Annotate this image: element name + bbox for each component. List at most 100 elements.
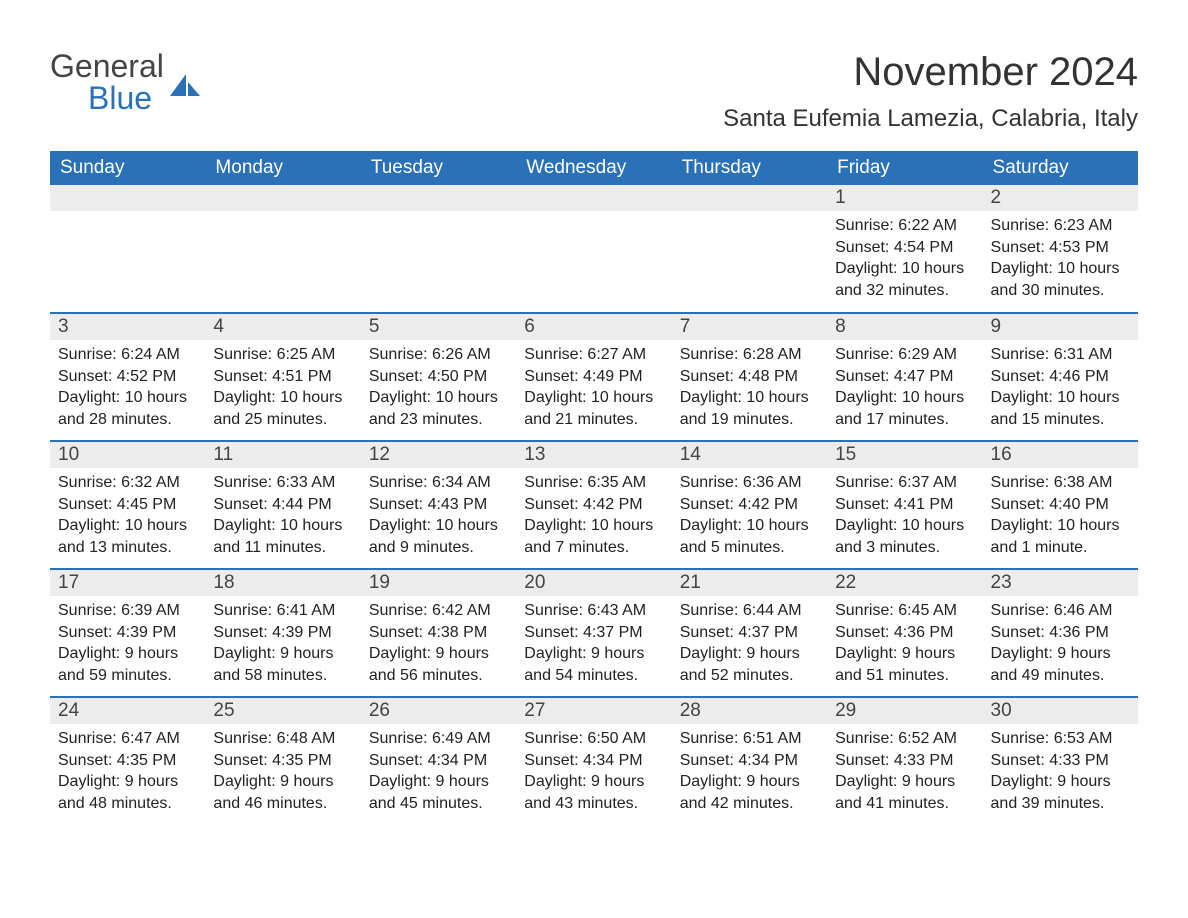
day-number: 12 [361,442,516,468]
sunrise-value: 6:28 AM [743,346,802,363]
sunrise-label: Sunrise: [524,346,583,363]
day-number: 18 [205,570,360,596]
daylight-label: Daylight: [58,645,120,662]
sunset-value: 4:40 PM [1049,496,1109,513]
daylight-label: Daylight: [369,517,431,534]
logo-sail-icon [170,74,200,96]
daylight-label: Daylight: [835,389,897,406]
sunrise-value: 6:26 AM [432,346,491,363]
day-details: Sunrise: 6:38 AMSunset: 4:40 PMDaylight:… [983,468,1138,566]
header: General Blue November 2024 Santa Eufemia… [50,50,1138,145]
daylight-label: Daylight: [58,773,120,790]
daylight-label: Daylight: [680,645,742,662]
sunset-value: 4:44 PM [272,496,332,513]
daylight-label: Daylight: [835,773,897,790]
sunset-label: Sunset: [58,624,112,641]
daylight-label: Daylight: [213,773,275,790]
day-number: 15 [827,442,982,468]
calendar-day-cell: 30Sunrise: 6:53 AMSunset: 4:33 PMDayligh… [983,697,1138,825]
sunset-label: Sunset: [369,624,423,641]
calendar-day-cell: 10Sunrise: 6:32 AMSunset: 4:45 PMDayligh… [50,441,205,569]
sunset-label: Sunset: [369,752,423,769]
calendar-empty-cell [205,185,360,313]
calendar-empty-cell [50,185,205,313]
day-number: 29 [827,698,982,724]
sunset-label: Sunset: [524,496,578,513]
sunset-value: 4:38 PM [428,624,488,641]
day-number: 14 [672,442,827,468]
day-details: Sunrise: 6:51 AMSunset: 4:34 PMDaylight:… [672,724,827,822]
sunset-value: 4:34 PM [428,752,488,769]
day-details: Sunrise: 6:33 AMSunset: 4:44 PMDaylight:… [205,468,360,566]
day-number: 7 [672,314,827,340]
calendar-day-cell: 7Sunrise: 6:28 AMSunset: 4:48 PMDaylight… [672,313,827,441]
calendar-body: 1Sunrise: 6:22 AMSunset: 4:54 PMDaylight… [50,185,1138,825]
day-details: Sunrise: 6:29 AMSunset: 4:47 PMDaylight:… [827,340,982,438]
sunset-value: 4:35 PM [272,752,332,769]
weekday-header: Monday [205,151,360,185]
sunset-label: Sunset: [991,368,1045,385]
sunset-label: Sunset: [680,496,734,513]
sunrise-label: Sunrise: [369,730,428,747]
sunset-label: Sunset: [835,368,889,385]
sunrise-value: 6:50 AM [587,730,646,747]
sunrise-value: 6:25 AM [277,346,336,363]
sunrise-value: 6:46 AM [1054,602,1113,619]
day-number: 1 [827,185,982,211]
day-details: Sunrise: 6:52 AMSunset: 4:33 PMDaylight:… [827,724,982,822]
sunset-label: Sunset: [213,624,267,641]
day-details: Sunrise: 6:28 AMSunset: 4:48 PMDaylight:… [672,340,827,438]
sunset-label: Sunset: [680,624,734,641]
sunset-value: 4:36 PM [1049,624,1109,641]
calendar-week-row: 1Sunrise: 6:22 AMSunset: 4:54 PMDaylight… [50,185,1138,313]
day-number: 2 [983,185,1138,211]
sunrise-value: 6:48 AM [277,730,336,747]
day-details: Sunrise: 6:48 AMSunset: 4:35 PMDaylight:… [205,724,360,822]
calendar-day-cell: 4Sunrise: 6:25 AMSunset: 4:51 PMDaylight… [205,313,360,441]
day-number: 10 [50,442,205,468]
day-details: Sunrise: 6:36 AMSunset: 4:42 PMDaylight:… [672,468,827,566]
location-subtitle: Santa Eufemia Lamezia, Calabria, Italy [723,105,1138,133]
daylight-label: Daylight: [524,645,586,662]
sunset-label: Sunset: [213,368,267,385]
day-details: Sunrise: 6:23 AMSunset: 4:53 PMDaylight:… [983,211,1138,309]
sunrise-value: 6:44 AM [743,602,802,619]
sunrise-value: 6:51 AM [743,730,802,747]
day-details: Sunrise: 6:25 AMSunset: 4:51 PMDaylight:… [205,340,360,438]
day-number: 28 [672,698,827,724]
sunrise-label: Sunrise: [524,474,583,491]
sunrise-label: Sunrise: [369,602,428,619]
sunrise-label: Sunrise: [680,602,739,619]
day-number: 16 [983,442,1138,468]
calendar-day-cell: 12Sunrise: 6:34 AMSunset: 4:43 PMDayligh… [361,441,516,569]
calendar-day-cell: 25Sunrise: 6:48 AMSunset: 4:35 PMDayligh… [205,697,360,825]
calendar-day-cell: 21Sunrise: 6:44 AMSunset: 4:37 PMDayligh… [672,569,827,697]
day-details: Sunrise: 6:41 AMSunset: 4:39 PMDaylight:… [205,596,360,694]
calendar-day-cell: 8Sunrise: 6:29 AMSunset: 4:47 PMDaylight… [827,313,982,441]
day-number: 17 [50,570,205,596]
sunrise-label: Sunrise: [213,602,272,619]
day-details: Sunrise: 6:26 AMSunset: 4:50 PMDaylight:… [361,340,516,438]
sunset-label: Sunset: [991,239,1045,256]
weekday-header: Friday [827,151,982,185]
day-number: 26 [361,698,516,724]
day-number: 23 [983,570,1138,596]
day-number [50,185,205,211]
weekday-header: Tuesday [361,151,516,185]
sunset-label: Sunset: [991,496,1045,513]
sunset-label: Sunset: [680,752,734,769]
daylight-label: Daylight: [991,645,1053,662]
calendar-day-cell: 11Sunrise: 6:33 AMSunset: 4:44 PMDayligh… [205,441,360,569]
sunrise-label: Sunrise: [835,346,894,363]
sunrise-label: Sunrise: [991,730,1050,747]
sunrise-value: 6:43 AM [587,602,646,619]
day-details: Sunrise: 6:31 AMSunset: 4:46 PMDaylight:… [983,340,1138,438]
calendar-day-cell: 22Sunrise: 6:45 AMSunset: 4:36 PMDayligh… [827,569,982,697]
sunset-value: 4:33 PM [894,752,954,769]
daylight-label: Daylight: [524,517,586,534]
sunset-label: Sunset: [835,239,889,256]
calendar-day-cell: 28Sunrise: 6:51 AMSunset: 4:34 PMDayligh… [672,697,827,825]
daylight-label: Daylight: [524,773,586,790]
sunrise-label: Sunrise: [369,474,428,491]
weekday-header: Sunday [50,151,205,185]
